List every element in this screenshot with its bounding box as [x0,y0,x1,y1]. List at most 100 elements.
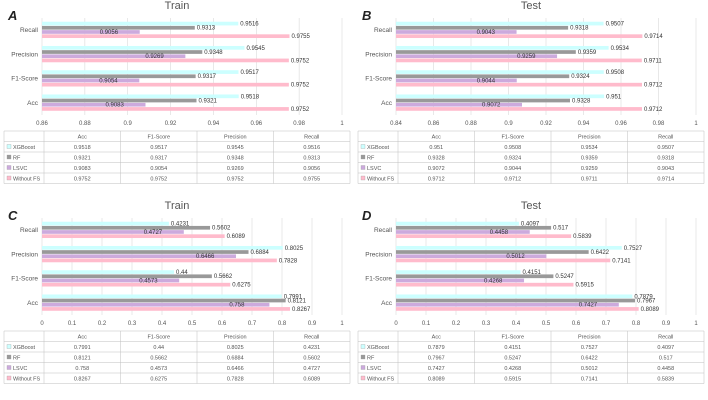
bar [396,278,525,283]
data-table: Acc F1-Score Precision Recall XGBoost 0.951 0.… [357,130,705,184]
table-header: Recall [658,335,673,341]
bar [42,98,197,103]
legend-label: Without FS [13,177,41,183]
data-label: 0.9328 [572,98,591,104]
bar [396,250,589,254]
data-label: 0.951 [606,94,622,100]
x-tick-label: 0.86 [428,121,440,127]
category-label: F1-Score [365,276,392,283]
table-cell: 0.9324 [504,156,521,162]
data-label: 0.4097 [521,222,540,228]
category-label: Recall [374,27,393,34]
x-tick-label: 0.94 [578,121,590,127]
bar [396,258,611,263]
x-tick-label: 0.92 [540,121,552,127]
panel-d-test: D Test 0 0.1 0.2 0.3 0.4 0.5 0.6 0.7 0.8 0.9 1 Recall… [354,200,708,400]
table-cell: 0.9752 [74,177,91,183]
data-label: 0.9359 [578,50,597,56]
table-cell: 0.9083 [74,166,91,172]
legend-label: RF [13,156,21,162]
bar [42,258,277,263]
table-cell: 0.5602 [303,356,320,362]
x-tick-label: 0.4 [512,321,521,327]
category-label: Recall [374,227,393,234]
data-table: Acc F1-Score Precision Recall XGBoost 0.7879 0… [357,330,705,384]
table-header: F1-Score [501,335,524,341]
x-tick-label: 0 [394,321,398,327]
bar [42,278,180,283]
table-cell: 0.6884 [227,356,244,362]
chart-svg: A Train 0.86 0.88 0.9 0.92 0.94 0.96 0.98 1 Recall… [3,0,351,184]
table-cell: 0.9269 [227,166,244,172]
table-cell: 0.9712 [428,177,445,183]
legend-label: RF [367,356,375,362]
table-cell: 0.6089 [303,377,320,383]
bar [396,302,619,307]
category-label: Acc [27,100,39,107]
data-table: Acc F1-Score Precision Recall XGBoost 0.7991 0… [3,330,351,384]
legend-swatch [6,154,12,160]
data-label: 0.9259 [517,54,536,60]
x-tick-label: 0.88 [79,121,91,127]
table-header: Acc [78,135,87,141]
table-cell: 0.9712 [504,177,521,183]
legend-label: Without FS [367,377,395,383]
bar [396,294,633,299]
legend-swatch [360,165,366,170]
data-label: 0.5839 [573,234,592,240]
table-cell: 0.9056 [303,166,320,172]
table-header: F1-Score [147,335,170,341]
data-label: 0.6466 [196,254,215,260]
legend-swatch [360,354,366,360]
table-cell: 0.9043 [657,166,674,172]
x-tick-label: 0.9 [662,321,671,327]
table-cell: 0.5247 [504,356,521,362]
data-label: 0.5662 [214,274,233,280]
bar [396,307,639,311]
data-label: 0.9711 [644,58,663,64]
legend-label: LSVC [367,166,381,172]
data-table: Acc F1-Score Precision Recall XGBoost 0.9518 0… [3,130,351,184]
bar [396,102,522,107]
data-label: 0.9752 [291,58,310,64]
x-tick-label: 1 [694,321,698,327]
bar [396,34,643,39]
legend-swatch [6,175,12,181]
bar [42,54,186,59]
x-tick-label: 0.9 [504,121,513,127]
bar [42,50,203,54]
bar [396,94,605,99]
category-label: F1-Score [11,276,38,283]
data-label: 0.4268 [484,278,503,284]
data-label: 0.9712 [644,83,663,89]
bar [42,302,270,307]
table-cell: 0.5012 [581,366,598,372]
chart-title: Test [521,0,541,12]
legend-swatch [6,365,12,370]
category-label: Recall [20,27,39,34]
table-cell: 0.9072 [428,166,445,172]
bar [42,94,239,99]
panel-label: D [362,208,372,223]
bar [396,245,622,250]
legend-swatch [360,175,366,181]
data-label: 0.9321 [199,98,218,104]
table-cell: 0.4727 [303,366,320,372]
data-label: 0.9054 [99,78,118,84]
data-label: 0.8267 [292,307,311,313]
bar [42,25,195,30]
bar [42,45,245,50]
bar [42,102,146,107]
x-tick-label: 0.92 [165,121,177,127]
x-tick-label: 0.5 [188,321,197,327]
x-tick-label: 0.3 [482,321,491,327]
table-cell: 0.9259 [581,166,598,172]
chart-title: Train [165,200,190,212]
data-label: 0.7967 [637,298,656,304]
table-header: F1-Score [147,135,170,141]
table-cell: 0.758 [75,366,89,372]
x-tick-label: 1 [694,121,698,127]
table-cell: 0.9516 [303,145,320,151]
legend-swatch [6,165,12,170]
x-tick-label: 0.8 [632,321,641,327]
